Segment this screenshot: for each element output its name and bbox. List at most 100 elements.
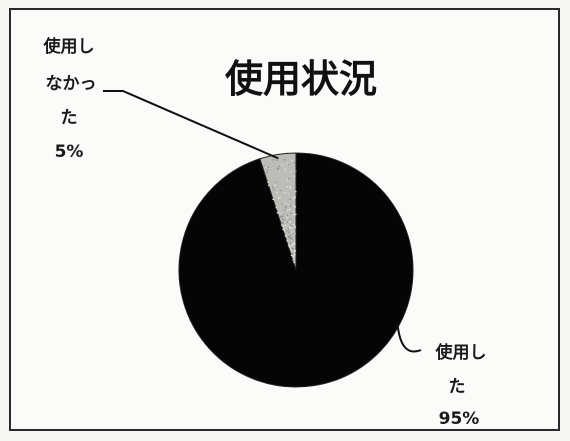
slice-texture-dot <box>285 230 288 233</box>
slice-texture-dot <box>293 261 296 263</box>
slice-texture-dot <box>291 227 294 229</box>
chart-title: 使用状況 <box>225 57 377 101</box>
slice-texture-dot <box>278 165 281 168</box>
slice-texture-dot <box>294 226 297 229</box>
slice-texture-dot <box>286 221 289 224</box>
slice-texture-dot <box>293 204 295 207</box>
slice-texture-dot <box>283 220 285 223</box>
slice-texture-dot <box>283 230 286 232</box>
slice-texture-dot <box>280 215 282 218</box>
slice-texture-dot <box>267 181 269 184</box>
slice-texture-dot <box>290 254 293 257</box>
label-used-line-3: 95% <box>439 409 480 429</box>
slice-texture-dot <box>289 234 291 237</box>
slice-texture-dot <box>289 221 292 224</box>
slice-texture-dot <box>291 238 293 241</box>
slice-texture-dot <box>267 166 270 169</box>
slice-texture-dot <box>292 243 295 245</box>
slice-texture-dot <box>292 247 294 249</box>
slice-texture-dot <box>289 226 291 228</box>
slice-texture-dot <box>291 244 293 247</box>
slice-texture-dot <box>283 227 285 230</box>
slice-texture-dot <box>287 203 289 206</box>
slice-texture-dot <box>286 179 289 182</box>
slice-texture-dot <box>290 223 293 225</box>
leader-lines <box>103 90 422 353</box>
slice-texture-dot <box>290 248 292 251</box>
slice-texture-dot <box>279 197 281 199</box>
slice-texture-dot <box>291 223 294 226</box>
slice-texture-dot <box>294 190 297 193</box>
label-used-line-2: た <box>449 377 466 397</box>
slice-texture-dot <box>288 231 290 234</box>
slice-texture-dot <box>271 186 274 189</box>
slice-texture-dot <box>266 171 268 174</box>
slice-texture-dot <box>285 205 288 207</box>
slice-texture-dot <box>294 196 296 198</box>
slice-texture-dot <box>286 185 289 188</box>
slice-texture-dot <box>286 216 289 219</box>
label-not-used-line-4: 5% <box>55 142 84 162</box>
pie-slices <box>178 152 414 388</box>
leader-line-not-used <box>103 90 279 160</box>
slice-texture-dot <box>286 214 289 217</box>
slice-texture-dot <box>288 177 290 180</box>
slice-texture-dot <box>288 193 291 195</box>
slice-texture-dot <box>293 242 296 244</box>
slice-texture-dot <box>273 188 275 191</box>
slice-texture-dot <box>267 184 270 187</box>
slice-texture-dot <box>284 206 287 209</box>
slice-texture-dot <box>283 219 285 222</box>
slice-texture-dot <box>281 223 283 226</box>
label-used-line-1: 使用し <box>435 342 487 363</box>
slice-texture-dot <box>292 232 294 235</box>
slice-texture-dot <box>289 242 292 244</box>
slice-texture-dot <box>277 168 280 170</box>
slice-texture-dot <box>293 250 296 252</box>
slice-texture-dot <box>288 218 291 221</box>
slice-texture-dot <box>278 170 280 172</box>
slice-texture-dot <box>294 193 297 195</box>
slice-texture-dot <box>275 206 278 209</box>
slice-texture-dot <box>286 239 289 242</box>
slice-texture-dot <box>294 197 296 200</box>
slice-texture-dot <box>276 191 278 194</box>
slice-texture-dot <box>283 158 286 161</box>
slice-texture-dot <box>284 202 286 204</box>
slice-texture-dot <box>274 181 277 184</box>
slice-texture-dot <box>278 197 280 199</box>
slice-texture-dot <box>280 164 283 167</box>
slice-texture-dot <box>282 215 284 217</box>
slice-texture-dot <box>282 225 284 227</box>
slice-texture-dot <box>287 236 290 238</box>
slice-texture-dot <box>281 203 283 205</box>
slice-texture-dot <box>284 235 287 237</box>
slice-texture-dot <box>281 221 284 223</box>
slice-texture-dot <box>292 256 294 258</box>
slice-texture-dot <box>286 209 289 212</box>
slice-texture-dot <box>287 228 290 231</box>
slice-texture-dot <box>287 244 290 247</box>
slice-texture-dot <box>291 159 293 162</box>
slice-texture-dot <box>272 198 274 201</box>
slice-texture-dot <box>286 162 289 165</box>
slice-texture-dot <box>291 231 293 233</box>
slice-texture-dot <box>276 167 278 169</box>
label-not-used-line-2: なかっ <box>46 74 97 94</box>
slice-texture-dot <box>293 224 296 226</box>
slice-texture-dot <box>289 185 292 188</box>
slice-texture-dot <box>290 204 292 207</box>
label-not-used-line-3: た <box>61 108 78 128</box>
slice-texture-dot <box>280 189 282 192</box>
chart-frame: 使用状況 使用し なかった 5% 使用した 95% <box>9 8 560 431</box>
slice-texture-dot <box>284 208 286 211</box>
slice-texture-dot <box>276 212 279 214</box>
slice-texture-dot <box>291 225 294 227</box>
slice-texture-dot <box>288 163 290 166</box>
slice-texture-dot <box>274 184 276 187</box>
slice-texture-dot <box>292 258 295 261</box>
slice-texture-dot <box>290 237 292 239</box>
slice-texture-dot <box>289 187 292 189</box>
